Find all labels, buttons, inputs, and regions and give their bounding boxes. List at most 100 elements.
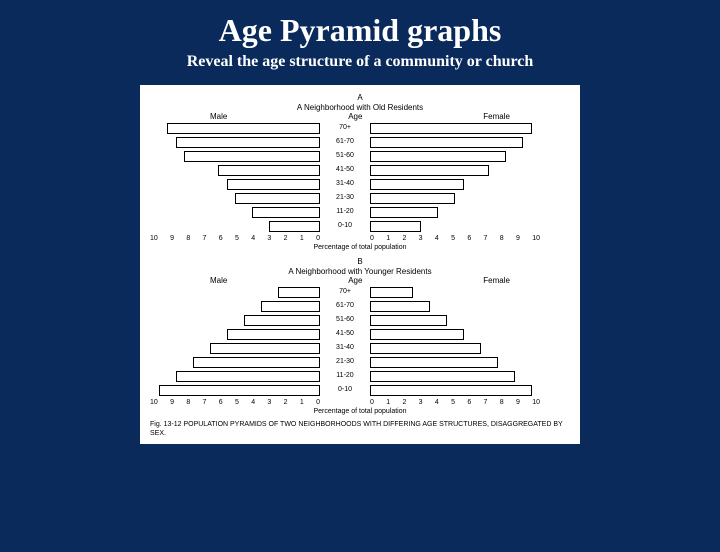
female-label: Female [483, 112, 510, 121]
axis-tick: 10 [532, 399, 540, 406]
age-label: 21-30 [320, 355, 370, 369]
axis-tick: 6 [467, 399, 471, 406]
axis-tick: 8 [186, 399, 190, 406]
bar-row-male [150, 327, 320, 341]
bar [370, 123, 532, 134]
axis-tick: 5 [235, 399, 239, 406]
bar-row-male [150, 121, 320, 135]
axis-tick: 1 [300, 399, 304, 406]
axis-tick: 2 [402, 235, 406, 242]
axis-tick: 0 [370, 399, 374, 406]
bar [370, 357, 498, 368]
axis-tick: 1 [386, 399, 390, 406]
bar-row-male [150, 313, 320, 327]
bar [370, 207, 438, 218]
slide-title: Age Pyramid graphs [0, 12, 720, 49]
bar [370, 301, 430, 312]
axis-caption-a: Percentage of total population [150, 244, 570, 251]
pyramid-b-age-col: 70+61-7051-6041-5031-4021-3011-200-10 [320, 285, 370, 397]
axis-tick: 4 [251, 399, 255, 406]
bar [278, 287, 321, 298]
bar [244, 315, 321, 326]
bar [370, 221, 421, 232]
bar-row-female [370, 313, 540, 327]
bar-row-male [150, 149, 320, 163]
axis-tick: 4 [435, 235, 439, 242]
axis-right: 012345678910 [370, 399, 540, 406]
age-label: 41-50 [320, 327, 370, 341]
axis-tick: 4 [251, 235, 255, 242]
pyramid-a: A A Neighborhood with Old Residents Male… [150, 93, 570, 251]
age-label: 70+ [320, 121, 370, 135]
bar-row-male [150, 205, 320, 219]
bar-row-male [150, 383, 320, 397]
age-header: Age [348, 112, 362, 121]
age-header: Age [348, 276, 362, 285]
axis-tick: 6 [467, 235, 471, 242]
pyramid-a-male-side [150, 121, 320, 233]
bar [227, 179, 321, 190]
pyramid-b: B A Neighborhood with Younger Residents … [150, 257, 570, 415]
axis-tick: 10 [150, 399, 158, 406]
female-label: Female [483, 276, 510, 285]
bar-row-female [370, 383, 540, 397]
bar-row-female [370, 341, 540, 355]
axis-tick: 9 [170, 399, 174, 406]
axis-tick: 5 [451, 235, 455, 242]
axis-tick: 3 [419, 235, 423, 242]
axis-tick: 7 [484, 235, 488, 242]
axis-tick: 3 [419, 399, 423, 406]
bar-row-male [150, 341, 320, 355]
age-label: 11-20 [320, 369, 370, 383]
axis-tick: 9 [516, 399, 520, 406]
bar [218, 165, 320, 176]
age-label: 51-60 [320, 149, 370, 163]
bar [370, 179, 464, 190]
bar-row-female [370, 177, 540, 191]
axis-tick: 2 [402, 399, 406, 406]
age-label: 0-10 [320, 219, 370, 233]
slide-subtitle: Reveal the age structure of a community … [0, 53, 720, 71]
bar-row-male [150, 191, 320, 205]
bar-row-male [150, 219, 320, 233]
bar-row-male [150, 135, 320, 149]
pyramid-a-female-side [370, 121, 540, 233]
axis-tick: 5 [451, 399, 455, 406]
bar [269, 221, 320, 232]
age-label: 61-70 [320, 135, 370, 149]
axis-tick: 8 [500, 235, 504, 242]
bar-row-female [370, 205, 540, 219]
bar [176, 137, 321, 148]
bar-row-female [370, 163, 540, 177]
pyramid-a-letter: A [150, 93, 570, 103]
axis-caption-b: Percentage of total population [150, 408, 570, 415]
bar [370, 329, 464, 340]
age-label: 61-70 [320, 299, 370, 313]
bar-row-female [370, 149, 540, 163]
axis-tick: 4 [435, 399, 439, 406]
bar-row-female [370, 135, 540, 149]
axis-right: 012345678910 [370, 235, 540, 242]
bar [235, 193, 320, 204]
pyramid-a-age-col: 70+61-7051-6041-5031-4021-3011-200-10 [320, 121, 370, 233]
axis-tick: 0 [370, 235, 374, 242]
age-label: 11-20 [320, 205, 370, 219]
axis-tick: 1 [300, 235, 304, 242]
bar [159, 385, 321, 396]
bar [370, 315, 447, 326]
bar [193, 357, 321, 368]
age-label: 51-60 [320, 313, 370, 327]
axis-tick: 8 [186, 235, 190, 242]
axis-tick: 3 [267, 235, 271, 242]
age-label: 0-10 [320, 383, 370, 397]
axis-left: 109876543210 [150, 235, 320, 242]
bar [184, 151, 320, 162]
male-label: Male [210, 276, 227, 285]
figure-caption: Fig. 13-12 POPULATION PYRAMIDS OF TWO NE… [150, 421, 570, 438]
bar-row-female [370, 355, 540, 369]
axis-tick: 10 [532, 235, 540, 242]
bar-row-female [370, 121, 540, 135]
axis-tick: 6 [219, 399, 223, 406]
bar-row-male [150, 369, 320, 383]
bar-row-male [150, 299, 320, 313]
